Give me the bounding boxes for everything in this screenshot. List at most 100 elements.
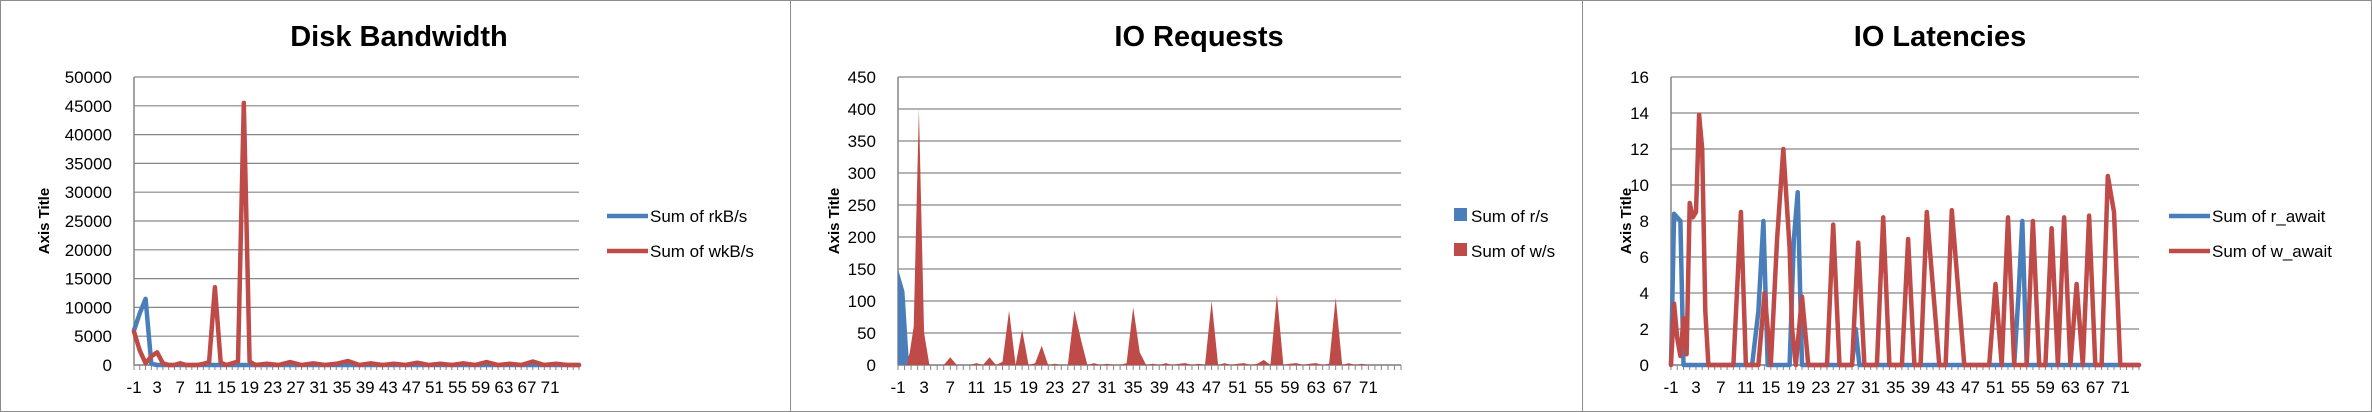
disk-bandwidth-y-tick-label: 5000 (74, 327, 112, 346)
io-requests-y-tick-label: 200 (848, 228, 876, 247)
disk-bandwidth-x-tick-label: 59 (471, 378, 490, 397)
io-requests-x-tick-label: 11 (968, 378, 986, 397)
io-latencies-y-tick-label: 14 (1630, 104, 1649, 123)
disk-bandwidth-y-tick-label: 35000 (65, 154, 112, 173)
io-requests-title: IO Requests (1114, 21, 1283, 53)
disk-bandwidth-x-tick-label: 55 (448, 378, 467, 397)
io-requests-x-tick-label: 51 (1228, 378, 1247, 397)
io-requests-x-tick-label: 15 (993, 378, 1012, 397)
disk-bandwidth-x-tick-label: 43 (379, 378, 398, 397)
disk-bandwidth-y-tick-label: 50000 (65, 68, 112, 87)
io-latencies-x-tick-label: 63 (2061, 378, 2080, 397)
io-latencies-x-tick-label: 19 (1786, 378, 1805, 397)
chart-disk-bandwidth: Disk Bandwidth 0 5000 10000 15000 20000 25000 3… (36, 21, 754, 397)
io-requests-x-tick-label: 67 (1333, 378, 1352, 397)
io-requests-series-sum-of-r-s-area (898, 269, 1401, 365)
disk-bandwidth-x-tick-label: 7 (175, 378, 184, 397)
disk-bandwidth-x-tick-label: 3 (152, 378, 161, 397)
disk-bandwidth-title: Disk Bandwidth (290, 21, 508, 53)
io-latencies-y-tick-label: 6 (1640, 248, 1649, 267)
disk-bandwidth-y-axis-title: Axis Title (36, 188, 53, 254)
disk-bandwidth-x-tick-label: 51 (425, 378, 444, 397)
disk-bandwidth-series-sum-of-rkb-s-line (131, 296, 582, 368)
io-latencies-x-tick-label: 11 (1737, 378, 1755, 397)
io-requests-x-tick-label: 63 (1307, 378, 1326, 397)
io-latencies-x-tick-label: 15 (1761, 378, 1780, 397)
chart-panel-io-latencies: IO Latencies 0 2 4 6 8 10 12 14 16 -1 3 7 11 15 19 23 27 3… (1582, 0, 2372, 412)
disk-bandwidth-series-sum-of-wkb-s-line (131, 100, 582, 368)
io-latencies-x-tick-label: 47 (1961, 378, 1980, 397)
disk-bandwidth-x-tick-label: 23 (263, 378, 282, 397)
io-requests-y-tick-label: 100 (848, 292, 876, 311)
disk-bandwidth-x-tick-label: 19 (240, 378, 259, 397)
io-latencies-x-tick-label: 3 (1691, 378, 1700, 397)
io-requests-x-tick-label: 27 (1071, 378, 1090, 397)
disk-bandwidth-x-tick-label: 71 (541, 378, 560, 397)
disk-bandwidth-y-tick-label: 40000 (65, 126, 112, 145)
disk-bandwidth-legend-label: Sum of rkB/s (650, 207, 747, 226)
disk-bandwidth-x-tick-label: 27 (286, 378, 305, 397)
io-latencies-x-tick-label: 7 (1716, 378, 1725, 397)
io-requests-x-tick-label: 39 (1150, 378, 1169, 397)
chart-io-requests: IO Requests 0 50 100 150 200 250 300 350 400 450 -1… (826, 21, 1555, 397)
io-requests-x-tick-label: 47 (1202, 378, 1221, 397)
disk-bandwidth-y-tick-label: 20000 (65, 241, 112, 260)
io-latencies-x-tick-label: 23 (1811, 378, 1830, 397)
chart-panel-io-requests: IO Requests 0 50 100 150 200 250 300 350 400 450 -1… (790, 0, 1584, 412)
disk-bandwidth-y-tick-label: 45000 (65, 97, 112, 116)
io-latencies-y-tick-label: 8 (1640, 212, 1649, 231)
io-requests-x-tick-label: -1 (890, 378, 905, 397)
io-latencies-x-tick-label: 59 (2036, 378, 2055, 397)
disk-bandwidth-y-tick-label: 15000 (65, 270, 112, 289)
io-requests-x-tick-label: 71 (1359, 378, 1378, 397)
io-latencies-title: IO Latencies (1854, 21, 2026, 53)
io-latencies-series-sum-of-w-await-line (1668, 112, 2142, 368)
io-requests-x-tick-label: 43 (1176, 378, 1195, 397)
disk-bandwidth-legend-label: Sum of wkB/s (650, 242, 754, 261)
io-requests-y-tick-label: 50 (857, 324, 876, 343)
io-latencies-y-axis-title: Axis Title (1618, 188, 1635, 254)
io-requests-x-tick-label: 35 (1124, 378, 1143, 397)
disk-bandwidth-x-tick-label: 67 (518, 378, 537, 397)
disk-bandwidth-x-tick-label: 63 (494, 378, 513, 397)
disk-bandwidth-x-tick-label: 35 (333, 378, 352, 397)
io-requests-x-tick-label: 7 (946, 378, 955, 397)
io-latencies-x-tick-label: 71 (2111, 378, 2130, 397)
io-latencies-x-tick-label: 67 (2086, 378, 2105, 397)
io-requests-y-tick-label: 250 (848, 196, 876, 215)
io-requests-x-tick-label: 59 (1280, 378, 1299, 397)
disk-bandwidth-x-tick-label: 31 (309, 378, 328, 397)
chart-panel-disk-bandwidth: Disk Bandwidth 0 5000 10000 15000 20000 25000 3… (0, 0, 792, 412)
io-requests-x-tick-label: 3 (919, 378, 928, 397)
disk-bandwidth-y-tick-label: 30000 (65, 183, 112, 202)
disk-bandwidth-y-tick-label: 10000 (65, 298, 112, 317)
io-requests-y-tick-label: 300 (848, 164, 876, 183)
io-latencies-x-tick-label: 51 (1986, 378, 2005, 397)
io-latencies-y-tick-label: 0 (1640, 356, 1649, 375)
disk-bandwidth-y-tick-label: 25000 (65, 212, 112, 231)
io-requests-x-tick-label: 23 (1045, 378, 1064, 397)
chart-io-latencies: IO Latencies 0 2 4 6 8 10 12 14 16 -1 3 7 11 15 19 23 27 3… (1618, 21, 2332, 397)
io-latencies-y-tick-label: 4 (1640, 284, 1649, 303)
io-requests-x-tick-label: 19 (1019, 378, 1038, 397)
io-latencies-x-tick-label: 35 (1886, 378, 1905, 397)
disk-bandwidth-x-tick-label: 11 (195, 378, 213, 397)
io-requests-y-axis-title: Axis Title (826, 188, 843, 254)
io-latencies-x-tick-label: 27 (1836, 378, 1855, 397)
io-requests-legend-swatch (1454, 208, 1467, 221)
io-requests-legend-label: Sum of w/s (1471, 242, 1555, 261)
io-latencies-y-tick-label: 16 (1630, 68, 1649, 87)
disk-bandwidth-x-tick-label: 47 (402, 378, 421, 397)
io-latencies-x-tick-label: 39 (1911, 378, 1930, 397)
io-latencies-x-tick-label: 55 (2011, 378, 2030, 397)
io-latencies-legend-label: Sum of w_await (2212, 242, 2332, 261)
io-requests-x-tick-label: 55 (1254, 378, 1273, 397)
io-requests-y-tick-label: 400 (848, 100, 876, 119)
disk-bandwidth-x-tick-label: 15 (217, 378, 236, 397)
io-requests-legend-label: Sum of r/s (1471, 207, 1548, 226)
disk-bandwidth-x-tick-label: -1 (126, 378, 141, 397)
disk-bandwidth-x-tick-label: 39 (356, 378, 375, 397)
io-latencies-x-tick-label: 43 (1936, 378, 1955, 397)
io-latencies-legend-label: Sum of r_await (2212, 207, 2326, 226)
io-requests-y-tick-label: 150 (848, 260, 876, 279)
